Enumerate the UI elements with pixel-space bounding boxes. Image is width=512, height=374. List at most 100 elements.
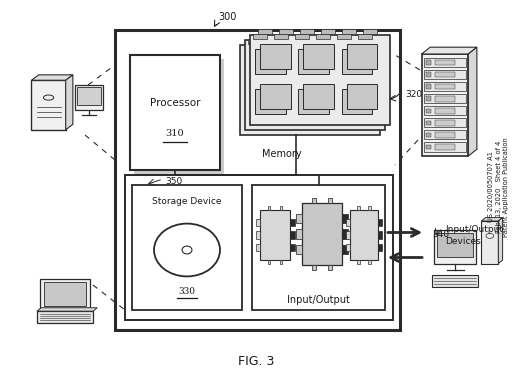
Polygon shape [468, 47, 477, 156]
Bar [280, 206, 282, 210]
Bar [37, 311, 93, 323]
Bar [298, 49, 329, 74]
Bar [250, 35, 390, 125]
Bar [332, 39, 347, 44]
Bar [424, 130, 465, 140]
Bar [290, 219, 294, 226]
Bar [435, 60, 455, 65]
Bar [424, 118, 465, 128]
Bar [269, 39, 284, 44]
Polygon shape [66, 75, 73, 130]
Bar [357, 206, 359, 210]
Bar [290, 39, 305, 44]
Bar [364, 29, 377, 34]
Bar [255, 219, 260, 226]
Bar [435, 144, 455, 150]
Bar [435, 108, 455, 114]
Bar [293, 54, 324, 79]
Bar [130, 55, 220, 170]
Polygon shape [37, 308, 97, 311]
Text: 350: 350 [165, 177, 182, 186]
Text: 310: 310 [166, 129, 184, 138]
Bar [293, 94, 324, 119]
Bar [435, 72, 455, 77]
Bar [342, 245, 348, 254]
Bar [426, 133, 431, 137]
Bar [347, 44, 377, 69]
Bar [424, 70, 465, 79]
Bar [303, 84, 334, 109]
Bar [435, 84, 455, 89]
Bar [44, 282, 86, 306]
Bar [346, 219, 350, 226]
Bar [255, 244, 260, 251]
Bar [424, 82, 465, 91]
Bar [336, 54, 368, 79]
Bar [426, 120, 431, 125]
Bar [426, 60, 431, 65]
Bar [303, 44, 334, 69]
Polygon shape [421, 47, 477, 54]
Bar [280, 260, 282, 264]
Bar [240, 45, 380, 135]
Bar [125, 175, 393, 320]
Bar [253, 34, 267, 39]
Bar [77, 88, 101, 105]
Bar [435, 120, 455, 126]
Bar [290, 231, 294, 239]
Text: Input/Output: Input/Output [287, 295, 350, 305]
Bar [252, 185, 385, 310]
Bar [312, 265, 315, 270]
Bar [424, 142, 465, 151]
Text: Feb. 13, 2020   Sheet 4 of 4: Feb. 13, 2020 Sheet 4 of 4 [496, 141, 502, 233]
Bar [312, 198, 315, 203]
Bar [378, 244, 382, 251]
Text: FIG. 3: FIG. 3 [238, 355, 274, 368]
Bar [290, 244, 294, 251]
Text: Memory: Memory [262, 149, 302, 159]
Bar [255, 49, 286, 74]
Bar [435, 96, 455, 101]
Bar [245, 40, 385, 130]
Bar [336, 94, 368, 119]
Bar [424, 58, 465, 67]
Text: Processor: Processor [150, 98, 200, 108]
Bar [346, 244, 350, 251]
Bar [75, 85, 103, 110]
Bar [260, 210, 290, 260]
Bar [250, 54, 281, 79]
Bar [255, 89, 286, 114]
Polygon shape [481, 218, 503, 221]
Bar [378, 219, 382, 226]
Bar [259, 29, 272, 34]
Bar [357, 260, 359, 264]
Bar [350, 210, 378, 260]
Bar [426, 96, 431, 101]
Bar [328, 198, 332, 203]
Bar [337, 34, 351, 39]
Bar [342, 89, 372, 114]
Bar [432, 275, 478, 287]
Bar [31, 80, 66, 130]
Bar [426, 108, 431, 113]
Text: US 2020/0050707 A1: US 2020/0050707 A1 [488, 151, 494, 223]
Bar [426, 145, 431, 149]
Bar [342, 229, 348, 239]
Bar [280, 29, 293, 34]
Bar [250, 94, 281, 119]
Text: 300: 300 [218, 12, 237, 22]
Polygon shape [31, 75, 73, 80]
Bar [301, 29, 314, 34]
Text: 330: 330 [179, 288, 196, 297]
Text: 320: 320 [405, 90, 422, 99]
Text: Input/Output
Devices: Input/Output Devices [445, 225, 503, 246]
Bar [248, 39, 262, 44]
Text: Patent Application Publication: Patent Application Publication [503, 137, 509, 237]
Bar [322, 29, 335, 34]
Bar [274, 34, 288, 39]
Bar [353, 39, 368, 44]
Bar [298, 89, 329, 114]
Text: Storage Device: Storage Device [152, 196, 222, 205]
Bar [296, 245, 302, 254]
Bar [435, 132, 455, 138]
